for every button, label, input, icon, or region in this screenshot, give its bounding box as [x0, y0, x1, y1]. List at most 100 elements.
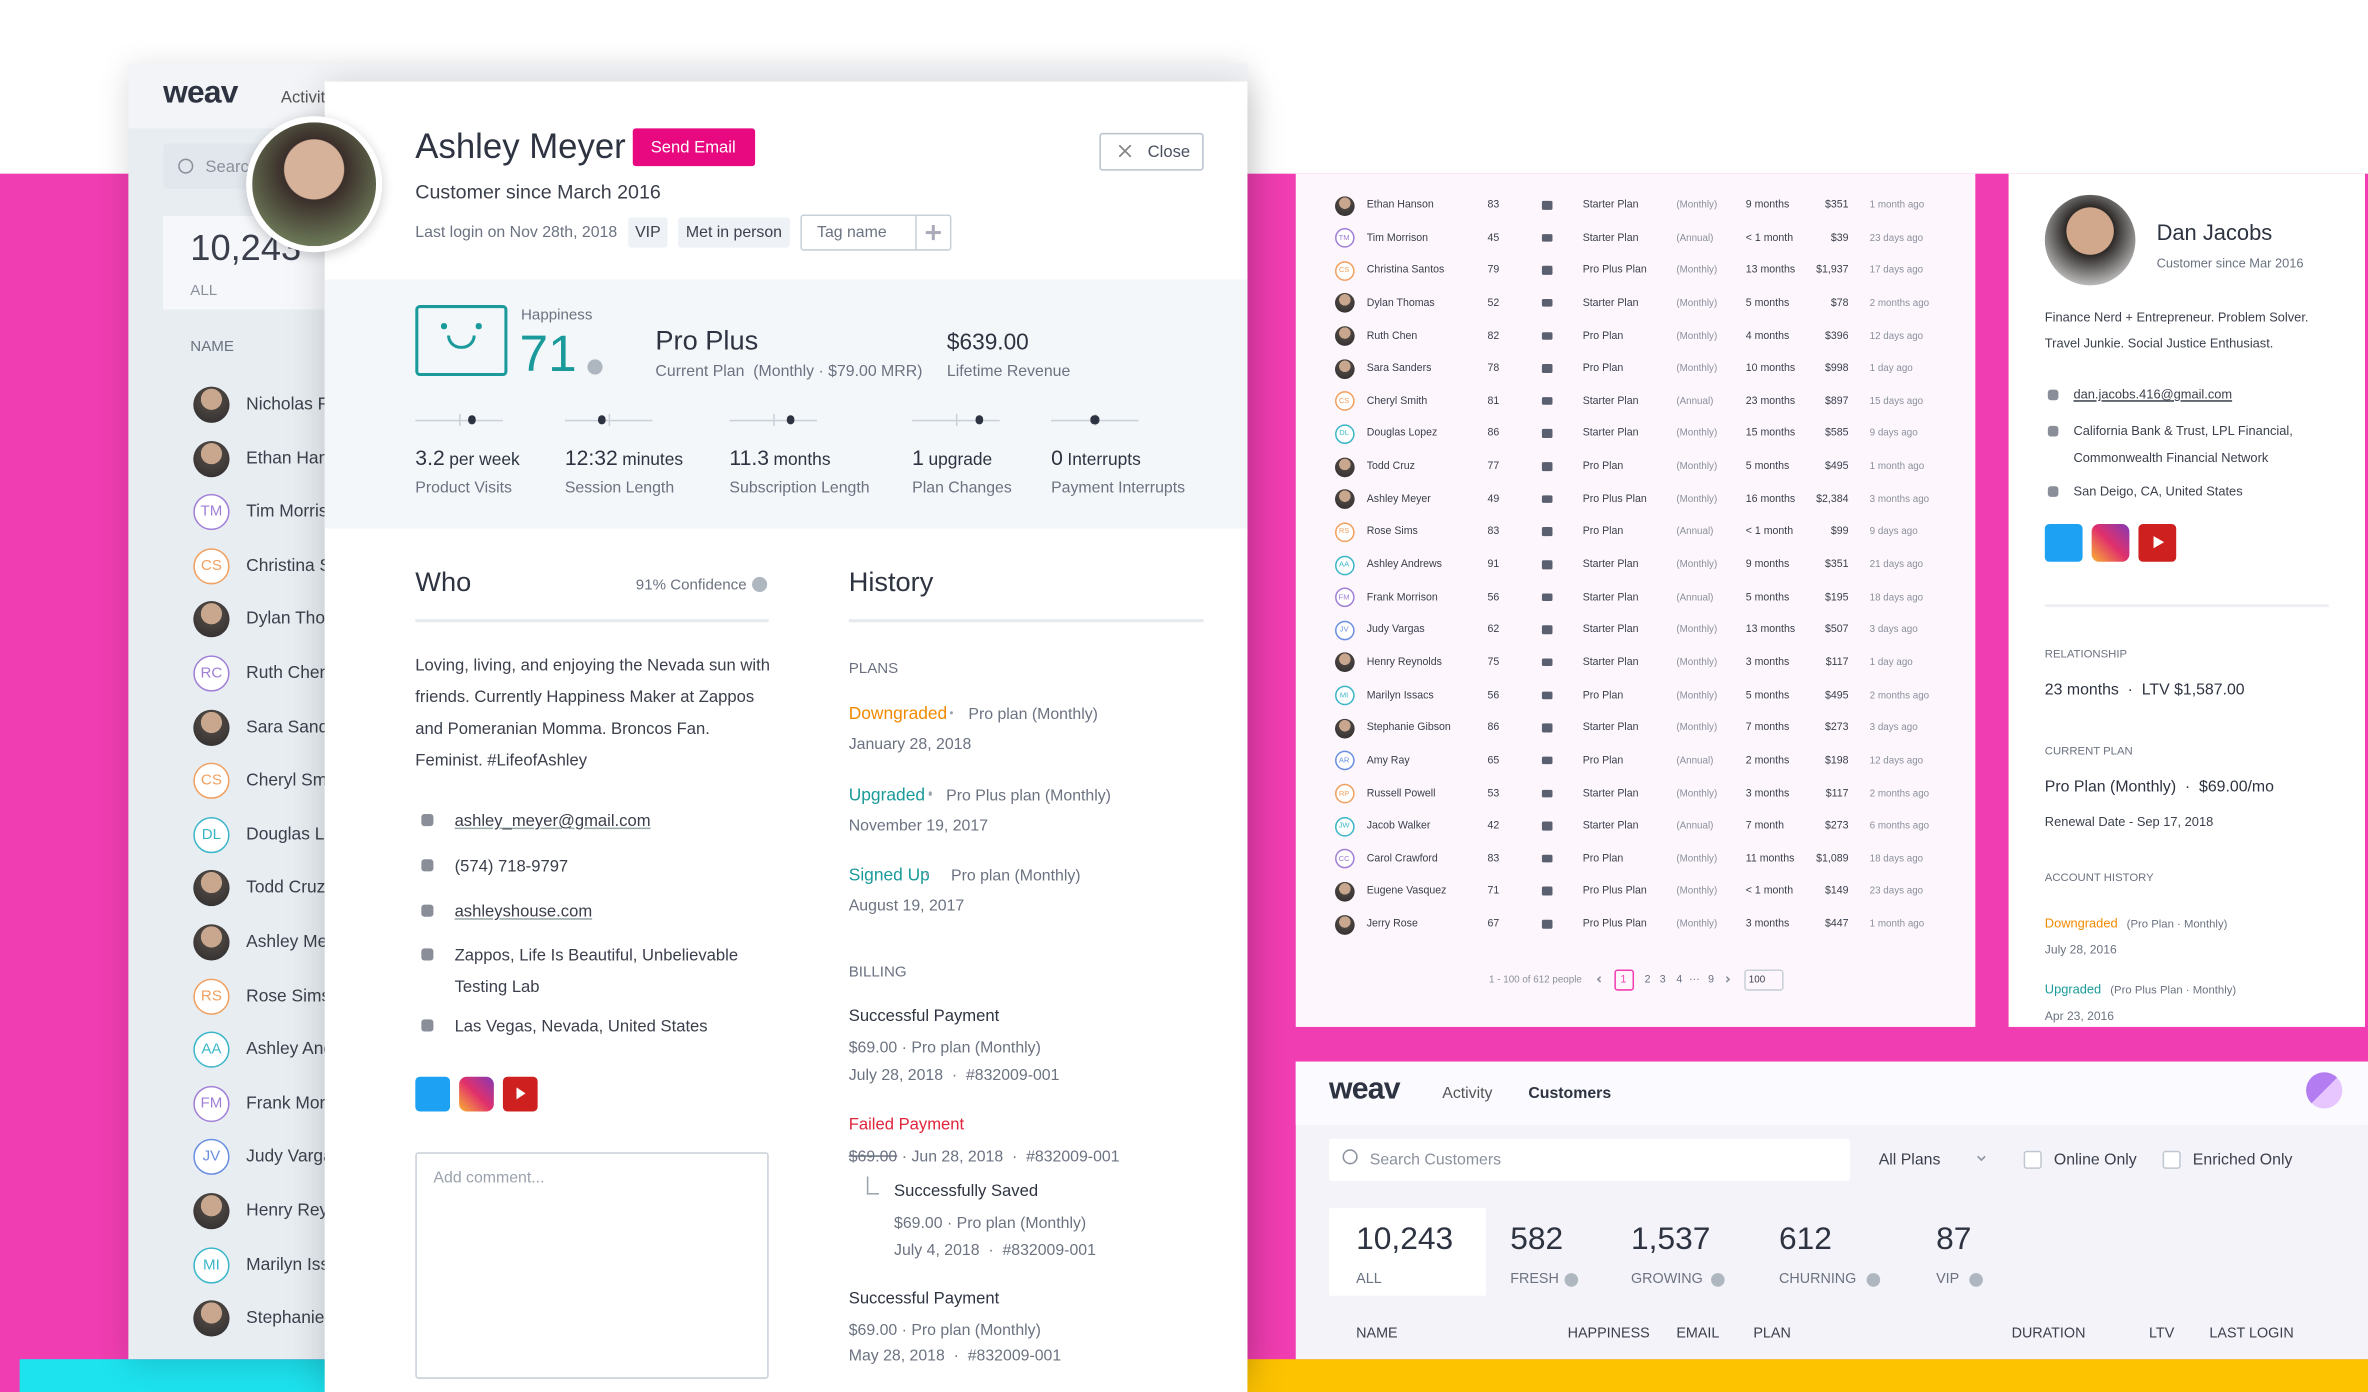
row-name[interactable]: Ashley Andrews — [1366, 559, 1442, 571]
page-link[interactable]: 4 — [1676, 974, 1683, 986]
customer-name[interactable]: Stephanie — [246, 1309, 325, 1328]
row-name[interactable]: Henry Reynolds — [1366, 657, 1442, 669]
contact-web[interactable]: ashleyshouse.com — [454, 903, 593, 922]
row-name[interactable]: Ruth Chen — [1366, 330, 1418, 342]
customer-name[interactable]: Sara Sande — [246, 718, 338, 737]
row-name[interactable]: Marilyn Issacs — [1366, 690, 1434, 701]
row-name[interactable]: Frank Morrison — [1366, 592, 1438, 603]
avatar-photo — [193, 440, 230, 477]
section-label: ACCOUNT HISTORY — [2044, 870, 2154, 885]
row-name[interactable]: Jerry Rose — [1366, 919, 1418, 930]
twitter-icon[interactable] — [2044, 524, 2083, 562]
segment-value[interactable]: 612 — [1779, 1221, 1832, 1257]
plan-date: November 19, 2017 — [848, 816, 989, 835]
row-name[interactable]: Christina Santos — [1366, 265, 1445, 277]
row-name[interactable]: Jacob Walker — [1366, 821, 1431, 832]
nav-link[interactable]: Activity — [1442, 1084, 1493, 1103]
row-cycle: (Annual) — [1676, 755, 1714, 767]
page-link[interactable]: 2 — [1644, 974, 1651, 986]
tag-plus-v — [932, 224, 935, 240]
customer-name[interactable]: Christina S — [246, 556, 332, 576]
avatar-photo — [193, 601, 230, 638]
row-happiness: 67 — [1487, 919, 1500, 930]
stat-label: Subscription Length — [729, 478, 870, 497]
per-page-select[interactable] — [1744, 969, 1784, 991]
billing-status: Successful Payment — [848, 1007, 1000, 1026]
side-email[interactable]: dan.jacobs.416@gmail.com — [2073, 386, 2233, 402]
segment-value[interactable]: 582 — [1510, 1221, 1564, 1257]
row-name[interactable]: Dylan Thomas — [1366, 298, 1435, 309]
customer-name[interactable]: Rose Sims — [246, 987, 331, 1006]
row-name[interactable]: Ethan Hanson — [1366, 200, 1434, 211]
send-email-button[interactable] — [632, 128, 756, 167]
customer-name[interactable]: Marilyn Iss — [246, 1255, 330, 1274]
avatar-initials: CS — [200, 557, 222, 575]
page-link[interactable]: 1 — [1620, 974, 1627, 986]
page-link[interactable]: 9 — [1708, 974, 1715, 986]
row-last-login: 23 days ago — [1869, 232, 1924, 244]
count-label: ALL — [190, 283, 218, 300]
per-page: 100 — [1748, 974, 1766, 986]
row-name[interactable]: Judy Vargas — [1366, 624, 1425, 636]
customer-name[interactable]: Tim Morris — [246, 503, 328, 522]
row-cycle: (Monthly) — [1676, 722, 1718, 734]
row-name[interactable]: Ashley Meyer — [1366, 494, 1431, 505]
nav-link[interactable]: Activit — [280, 89, 326, 108]
avatar — [193, 1031, 230, 1068]
customer-name[interactable]: Frank Morr — [246, 1094, 332, 1113]
row-name[interactable]: Tim Morrison — [1366, 232, 1429, 244]
search-placeholder: Search Customers — [1369, 1150, 1502, 1169]
search-box[interactable] — [1328, 1138, 1850, 1181]
customer-name[interactable]: Dylan Thor — [246, 610, 331, 629]
row-name[interactable]: Carol Crawford — [1366, 853, 1438, 865]
customer-name[interactable]: Ashley Mey — [246, 933, 336, 952]
comment-box[interactable] — [415, 1152, 769, 1379]
segment-value[interactable]: 87 — [1936, 1221, 1972, 1257]
stat-label: Payment Interrupts — [1051, 478, 1186, 497]
customer-name[interactable]: Ruth Chen — [246, 664, 330, 683]
email-icon — [1541, 200, 1553, 210]
tag-input[interactable] — [800, 214, 952, 251]
customer-name[interactable]: Judy Varga — [246, 1148, 333, 1167]
segment-value[interactable]: 1,537 — [1631, 1221, 1711, 1257]
page-link[interactable]: 3 — [1659, 974, 1666, 986]
row-name[interactable]: Rose Sims — [1366, 526, 1418, 538]
row-name[interactable]: Sara Sanders — [1366, 363, 1432, 375]
close-button[interactable] — [1099, 132, 1204, 171]
plan-filter[interactable]: All Plans — [1878, 1150, 1941, 1169]
customer-name[interactable]: Cheryl Smi — [246, 771, 332, 791]
checkbox[interactable] — [2023, 1150, 2042, 1169]
customer-name[interactable]: Henry Reyn — [246, 1202, 338, 1221]
row-happiness: 56 — [1487, 592, 1500, 603]
page-link[interactable]: ··· — [1689, 974, 1700, 986]
row-name[interactable]: Todd Cruz — [1366, 461, 1415, 473]
slider-dot — [597, 415, 606, 424]
instagram-icon[interactable] — [459, 1076, 494, 1112]
twitter-icon[interactable] — [415, 1076, 451, 1112]
email-icon — [1541, 266, 1553, 275]
checkbox[interactable] — [2162, 1150, 2181, 1169]
stats-band — [324, 279, 1248, 529]
customer-name[interactable]: Nicholas R — [246, 395, 331, 414]
customer-name[interactable]: Douglas Lo — [246, 825, 335, 844]
customer-name[interactable]: Ethan Hans — [246, 449, 337, 468]
nav-link[interactable]: Customers — [1528, 1084, 1612, 1103]
avatar — [1334, 816, 1354, 837]
row-plan: Starter Plan — [1582, 722, 1639, 734]
row-name[interactable]: Stephanie Gibson — [1366, 722, 1451, 734]
row-name[interactable]: Russell Powell — [1366, 788, 1436, 799]
segment-value[interactable]: 10,243 — [1356, 1221, 1454, 1257]
icon — [421, 859, 434, 872]
customer-name[interactable]: Ashley And — [246, 1040, 334, 1059]
row-name[interactable]: Amy Ray — [1366, 755, 1410, 767]
instagram-icon[interactable] — [2091, 524, 2130, 562]
customer-name[interactable]: Todd Cruz — [246, 879, 326, 898]
contact-email[interactable]: ashley_meyer@gmail.com — [454, 812, 651, 831]
row-last-login: 12 days ago — [1869, 330, 1924, 342]
saved-arrow — [866, 1176, 879, 1195]
user-avatar — [2306, 1072, 2343, 1109]
row-plan: Pro Plan — [1582, 755, 1624, 767]
row-name[interactable]: Cheryl Smith — [1366, 396, 1428, 407]
row-name[interactable]: Eugene Vasquez — [1366, 886, 1447, 897]
row-name[interactable]: Douglas Lopez — [1366, 428, 1438, 440]
